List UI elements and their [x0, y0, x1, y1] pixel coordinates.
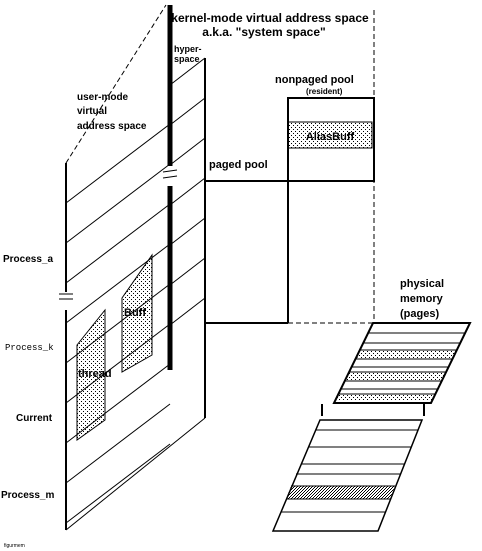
- thread-label: thread: [78, 368, 112, 380]
- physical-memory-label-line1: physical: [400, 278, 444, 290]
- current-label: Current: [16, 413, 53, 424]
- figure-footnote: figurmem: [4, 543, 25, 549]
- aliasbuff-label: AliasBuff: [306, 131, 355, 143]
- nonpaged-pool-box: [287, 97, 375, 182]
- nonpaged-resident-label: (resident): [306, 87, 343, 96]
- nonpaged-pool-label: nonpaged pool: [275, 74, 354, 86]
- kernel-space-title-line1: kernel-mode virtual address space: [171, 11, 369, 25]
- paged-pool-label: paged pool: [209, 159, 268, 171]
- user-space-label-line2: virtual: [77, 106, 107, 117]
- hyperspace-label-line1: hyper-: [174, 44, 202, 54]
- physical-memory-lower: [271, 419, 424, 532]
- physical-memory-upper: [332, 322, 472, 404]
- thread-region: [76, 308, 106, 441]
- physical-memory-label-line2: memory: [400, 293, 444, 305]
- process-a-label: Process_a: [3, 254, 53, 265]
- process-k-label: Process_k: [5, 343, 54, 353]
- user-space-label-line3: address space: [77, 121, 147, 132]
- aliasbuff-region: [287, 121, 373, 149]
- hyperspace-label-line2: space: [174, 54, 200, 64]
- process-m-label: Process_m: [1, 490, 54, 501]
- physical-memory-break: [321, 404, 425, 416]
- user-space-panel: [59, 57, 206, 531]
- physical-memory-label-line3: (pages): [400, 308, 439, 320]
- user-space-label-line1: user-mode: [77, 92, 129, 103]
- kernel-boundary-line: [162, 5, 178, 370]
- kernel-space-title-line2: a.k.a. "system space": [202, 25, 325, 39]
- buff-label: Buff: [124, 307, 146, 319]
- paged-pool-box: [205, 180, 289, 324]
